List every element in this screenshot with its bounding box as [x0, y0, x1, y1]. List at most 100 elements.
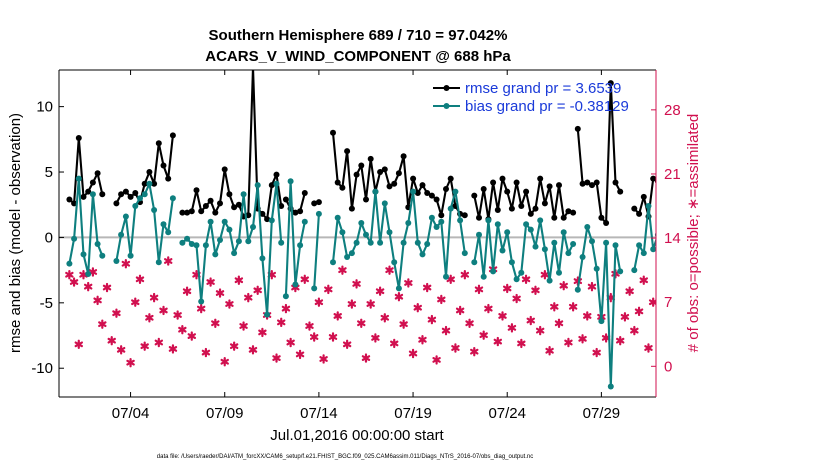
bias-point-4-1 — [315, 210, 322, 217]
bias-point-2-16 — [254, 182, 261, 189]
obs-asterisk-stroke — [234, 277, 244, 284]
y-left-tick-label: -10 — [31, 360, 53, 377]
bias-point-6-9 — [513, 276, 520, 283]
chart-title-line2: ACARS_V_WIND_COMPONENT @ 688 hPa — [205, 48, 511, 65]
obs-asterisk-stroke — [479, 332, 488, 339]
bias-point-6-4 — [490, 268, 497, 275]
legend-label-0: rmse grand pr = 3.6539 — [465, 80, 621, 97]
bias-point-6-19 — [560, 229, 567, 236]
obs-asterisk-stroke — [578, 335, 587, 342]
obs-asterisk-stroke — [455, 307, 465, 314]
obs-asterisk-stroke — [74, 341, 83, 348]
obs-count-point-36 — [234, 275, 244, 285]
rmse-point-7-9 — [617, 188, 624, 195]
rmse-point-2-20 — [273, 171, 280, 178]
bias-point-6-8 — [508, 259, 515, 266]
obs-count-point-22 — [168, 344, 178, 354]
obs-asterisk-stroke — [253, 287, 262, 294]
rmse-point-7-0 — [574, 125, 581, 132]
rmse-point-5-5 — [353, 171, 360, 178]
obs-count-point-45 — [277, 317, 286, 328]
obs-asterisk-stroke — [248, 346, 258, 353]
obs-asterisk-stroke — [371, 335, 380, 341]
obs-asterisk-stroke — [286, 339, 295, 346]
obs-asterisk-stroke — [187, 333, 196, 339]
obs-count-point-75 — [418, 335, 427, 345]
bias-line-segment-2 — [181, 182, 283, 316]
obs-count-point-104 — [554, 318, 564, 328]
rmse-point-5-21 — [428, 192, 435, 199]
bias-point-2-8 — [217, 237, 223, 243]
bias-point-1-12 — [169, 195, 176, 202]
obs-count-point-50 — [300, 274, 309, 284]
rmse-point-2-12 — [235, 201, 242, 208]
bias-point-2-13 — [240, 191, 247, 198]
bias-point-8-4 — [650, 246, 656, 253]
bias-point-1-6 — [141, 191, 148, 198]
obs-count-point-51 — [305, 321, 314, 331]
obs-asterisk-stroke — [300, 276, 309, 283]
bias-line-segment-0 — [68, 177, 104, 276]
obs-asterisk-stroke — [196, 305, 206, 312]
obs-asterisk-stroke — [342, 341, 352, 348]
obs-asterisk-stroke — [168, 346, 178, 352]
bias-point-2-0 — [179, 239, 186, 246]
rmse-point-5-12 — [386, 183, 393, 190]
obs-count-point-106 — [564, 337, 573, 348]
bias-point-5-0 — [330, 259, 336, 266]
bias-point-0-1 — [71, 235, 78, 242]
legend-label-1: bias grand pr = -0.38129 — [465, 98, 629, 115]
x-axis-label: Jul.01,2016 00:00:00 start — [270, 427, 444, 444]
obs-count-point-19 — [154, 337, 164, 348]
obs-count-point-34 — [225, 299, 234, 309]
y-left-tick-label: 10 — [36, 99, 53, 116]
obs-asterisk-stroke — [182, 288, 192, 295]
rmse-point-8-0 — [631, 205, 638, 212]
obs-asterisk-stroke — [568, 303, 578, 310]
bias-line-segment-7 — [576, 225, 622, 388]
rmse-point-6-4 — [490, 179, 497, 186]
y-axis-label-left: rmse and bias (model - observation) — [7, 113, 24, 353]
bias-point-5-21 — [428, 214, 435, 221]
bias-point-2-12 — [235, 238, 242, 245]
obs-asterisk-stroke — [309, 334, 319, 340]
rmse-point-3-4 — [301, 190, 308, 196]
obs-count-point-95 — [512, 293, 521, 304]
obs-count-point-119 — [625, 286, 634, 296]
obs-asterisk-stroke — [380, 314, 390, 321]
rmse-point-4-1 — [315, 199, 322, 206]
obs-count-point-76 — [422, 282, 432, 293]
rmse-point-5-20 — [424, 190, 431, 196]
obs-count-point-35 — [229, 341, 239, 351]
bias-point-7-7 — [607, 383, 614, 390]
rmse-point-6-14 — [537, 175, 544, 182]
rmse-point-0-7 — [99, 191, 106, 198]
obs-asterisk-stroke — [587, 283, 597, 290]
obs-asterisk-stroke — [88, 269, 98, 275]
obs-asterisk-stroke — [131, 299, 140, 306]
obs-count-point-8 — [102, 282, 112, 293]
bias-point-7-8 — [612, 242, 619, 249]
obs-asterisk-stroke — [295, 351, 305, 358]
bias-point-5-12 — [386, 229, 393, 236]
obs-asterisk-stroke — [465, 320, 474, 327]
data-file-footnote: data file: /Users/raeder/DAI/ATM_forcXX/… — [157, 454, 533, 460]
obs-count-point-86 — [470, 346, 479, 357]
bias-point-1-2 — [122, 213, 129, 220]
bias-point-6-12 — [527, 226, 534, 233]
bias-point-1-10 — [160, 221, 167, 228]
obs-count-point-32 — [215, 288, 225, 298]
obs-count-point-53 — [314, 297, 324, 307]
obs-count-point-0 — [65, 270, 74, 280]
rmse-point-6-17 — [551, 214, 558, 221]
obs-count-point-101 — [540, 270, 550, 280]
rmse-point-5-28 — [461, 212, 468, 219]
obs-asterisk-stroke — [93, 297, 102, 304]
obs-asterisk-stroke — [102, 284, 112, 291]
bias-point-0-5 — [89, 191, 96, 198]
bias-point-3-4 — [301, 218, 308, 225]
rmse-point-1-8 — [151, 180, 158, 187]
bias-point-5-19 — [419, 251, 426, 258]
rmse-line-segment-6 — [473, 177, 574, 221]
obs-asterisk-stroke — [451, 345, 460, 351]
